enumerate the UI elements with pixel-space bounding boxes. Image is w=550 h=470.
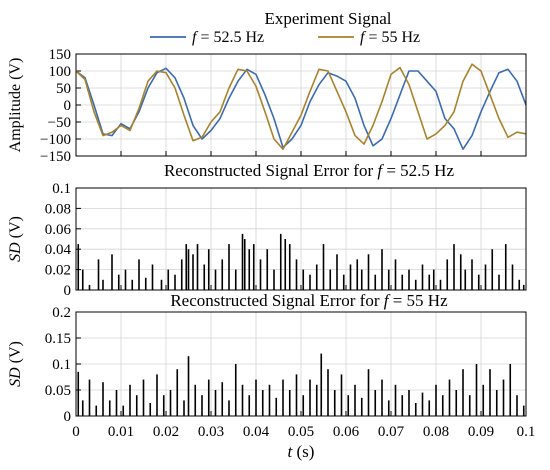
y-tick-label: 0.02 bbox=[45, 263, 71, 279]
legend-label-1: f = 55 Hz bbox=[360, 29, 420, 46]
panel-title: Reconstructed Signal Error for f = 52.5 … bbox=[164, 161, 454, 180]
y-tick-label: −100 bbox=[40, 132, 71, 148]
legend-label-0: f = 52.5 Hz bbox=[192, 29, 264, 46]
y-tick-label: 0 bbox=[64, 98, 72, 114]
y-tick-label: 100 bbox=[49, 64, 72, 80]
y-tick-label: 0.1 bbox=[52, 357, 71, 373]
y-axis-label: SD (V) bbox=[7, 216, 24, 262]
x-tick-label: 0.04 bbox=[243, 424, 270, 440]
error-panel-52-5hz: 0.1 0.08 0.06 0.04 0.02 0 Reconstructed Signal… bbox=[7, 161, 527, 299]
panel-title: Reconstructed Signal Error for f = 55 Hz bbox=[170, 291, 448, 310]
y-tick-label: 0 bbox=[64, 409, 72, 425]
error-panel-55hz: 0.2 0.15 0.1 0.05 0 Reconstructed Signal Erro… bbox=[7, 291, 535, 461]
y-tick-label: 0.1 bbox=[52, 181, 71, 197]
y-tick-label: 0 bbox=[64, 283, 72, 299]
y-tick-label: −50 bbox=[48, 115, 71, 131]
y-tick-label: 0.06 bbox=[45, 222, 72, 238]
x-tick-label: 0.08 bbox=[423, 424, 449, 440]
y-tick-label: 50 bbox=[56, 81, 71, 97]
y-tick-label: 0.2 bbox=[52, 305, 71, 321]
x-tick-label: 0.05 bbox=[288, 424, 314, 440]
plot-frame bbox=[75, 311, 527, 417]
x-tick-label: 0.1 bbox=[517, 424, 536, 440]
x-tick-label: 0.09 bbox=[468, 424, 494, 440]
series-line-0 bbox=[75, 67, 527, 150]
x-tick-label: 0 bbox=[72, 424, 80, 440]
x-tick-label: 0.07 bbox=[378, 424, 405, 440]
y-axis-label: SD (V) bbox=[7, 341, 24, 387]
y-tick-label: −150 bbox=[40, 149, 71, 165]
plot-frame bbox=[75, 53, 527, 157]
y-tick-label: 0.04 bbox=[45, 242, 72, 258]
x-tick-label: 0.02 bbox=[153, 424, 179, 440]
series-line-1 bbox=[75, 63, 527, 150]
y-tick-label: 0.05 bbox=[45, 383, 71, 399]
y-tick-label: 150 bbox=[49, 47, 72, 63]
x-axis-label: t (s) bbox=[288, 442, 315, 461]
y-axis-label: Amplitude (V) bbox=[7, 58, 24, 153]
y-tick-label: 0.15 bbox=[45, 331, 71, 347]
x-tick-label: 0.01 bbox=[108, 424, 134, 440]
x-tick-label: 0.03 bbox=[198, 424, 224, 440]
y-tick-label: 0.08 bbox=[45, 201, 71, 217]
panel-title: Experiment Signal bbox=[264, 9, 391, 28]
x-tick-label: 0.06 bbox=[333, 424, 360, 440]
plot-frame bbox=[75, 187, 527, 291]
